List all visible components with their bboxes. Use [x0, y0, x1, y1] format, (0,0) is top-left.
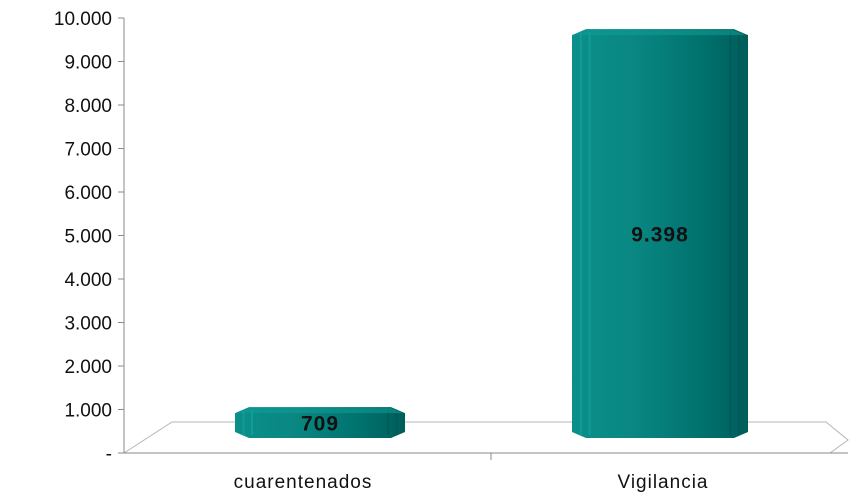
bar-body: [235, 407, 405, 438]
y-tick-label: 8.000: [64, 96, 112, 117]
y-tick-label: 7.000: [64, 140, 112, 161]
category-label-cuarentenados: cuarentenados: [234, 472, 373, 493]
bar-top-cap: [574, 30, 746, 36]
category-label-vigilancia: Vigilancia: [618, 472, 709, 493]
bars-group: [235, 29, 748, 438]
bar-cuarentenados: [235, 407, 405, 438]
y-tick-label: 9.000: [64, 53, 112, 74]
bar-top-cap: [237, 408, 403, 414]
y-axis-ticks: - 1.000 2.000 3.000 4.000 5.000 6.000 7.000 8.00…: [54, 9, 124, 465]
y-tick-label: 6.000: [64, 183, 112, 204]
bar-vigilancia: [572, 29, 748, 438]
y-tick-label: -: [106, 444, 112, 465]
data-label-cuarentenados: 709: [301, 413, 339, 436]
y-tick-label: 10.000: [54, 9, 112, 30]
y-tick-label: 1.000: [64, 401, 112, 422]
y-tick-label: 5.000: [64, 227, 112, 248]
y-tick-label: 4.000: [64, 270, 112, 291]
y-tick-label: 3.000: [64, 314, 112, 335]
data-label-vigilancia: 9.398: [631, 224, 689, 247]
y-tick-label: 2.000: [64, 357, 112, 378]
bar-body: [572, 29, 748, 438]
